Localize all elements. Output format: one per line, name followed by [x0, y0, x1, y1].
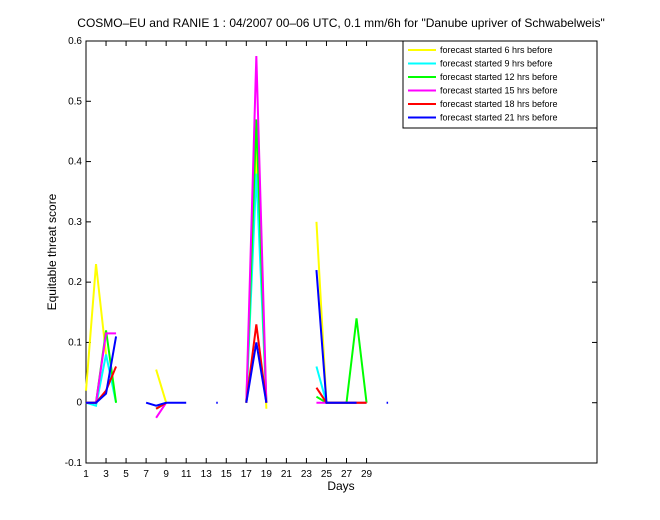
x-tick-label: 15 — [221, 469, 233, 480]
x-tick-label: 27 — [341, 469, 353, 480]
x-tick-label: 1 — [83, 469, 89, 480]
y-tick-label: 0.1 — [68, 337, 82, 348]
legend-label: forecast started 21 hrs before — [440, 113, 558, 123]
data-line — [86, 324, 367, 410]
x-tick-label: 25 — [321, 469, 333, 480]
legend-label: forecast started 18 hrs before — [440, 99, 558, 109]
y-tick-label: 0.5 — [68, 96, 82, 107]
x-tick-label: 13 — [201, 469, 213, 480]
y-tick-label: 0 — [76, 398, 82, 409]
legend-label: forecast started 12 hrs before — [440, 72, 558, 82]
legend-box — [402, 40, 598, 129]
x-tick-label: 9 — [163, 469, 169, 480]
x-axis-label: Days — [327, 479, 354, 493]
data-line — [86, 56, 367, 419]
x-tick-label: 19 — [261, 469, 273, 480]
y-tick-label: 0.4 — [68, 157, 82, 168]
x-tick-label: 11 — [181, 469, 192, 480]
x-tick-label: 7 — [143, 469, 149, 480]
legend-label: forecast started 15 hrs before — [440, 86, 558, 96]
x-tick-label: 17 — [241, 469, 253, 480]
x-tick-label: 29 — [361, 469, 373, 480]
x-tick-label: 23 — [301, 469, 313, 480]
legend-label: forecast started 6 hrs before — [440, 45, 553, 55]
x-tick-label: 5 — [123, 469, 129, 480]
y-tick-label: -0.1 — [65, 458, 83, 469]
legend-label: forecast started 9 hrs before — [440, 59, 553, 69]
y-tick-label: 0.6 — [68, 36, 82, 47]
x-tick-label: 21 — [281, 469, 293, 480]
data-line — [86, 270, 389, 407]
y-tick-label: 0.2 — [68, 277, 82, 288]
y-tick-label: 0.3 — [68, 217, 82, 228]
chart-title: COSMO–EU and RANIE 1 : 04/2007 00–06 UTC… — [77, 16, 604, 30]
x-tick-label: 3 — [103, 469, 109, 480]
y-axis-label: Equitable threat score — [45, 193, 59, 310]
data-line — [85, 149, 367, 409]
